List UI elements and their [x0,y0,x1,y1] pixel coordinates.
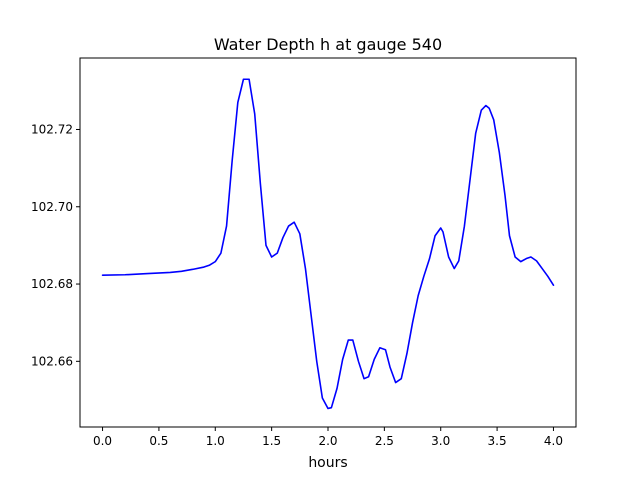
x-axis-label: hours [308,455,347,471]
chart-title: Water Depth h at gauge 540 [214,35,442,54]
x-tick-label: 2.0 [318,434,337,448]
y-tick-label: 102.66 [31,354,73,368]
x-tick-label: 4.0 [544,434,563,448]
series-line-0 [101,78,555,410]
x-tick-label: 3.0 [431,434,450,448]
x-tick-label: 0.0 [93,434,112,448]
y-tick-label: 102.70 [31,200,73,214]
x-tick-label: 0.5 [149,434,168,448]
x-tick-label: 1.5 [262,434,281,448]
x-tick-label: 2.5 [375,434,394,448]
x-tick-label: 3.5 [488,434,507,448]
x-axis: 0.0 0.5 1.0 1.5 2.0 2.5 3.0 3.5 4.0 [93,427,563,448]
plot-area [101,78,555,410]
y-tick-label: 102.72 [31,122,73,136]
y-tick-label: 102.68 [31,277,73,291]
x-tick-label: 1.0 [206,434,225,448]
y-axis: 102.66 102.68 102.70 102.72 [31,122,80,368]
